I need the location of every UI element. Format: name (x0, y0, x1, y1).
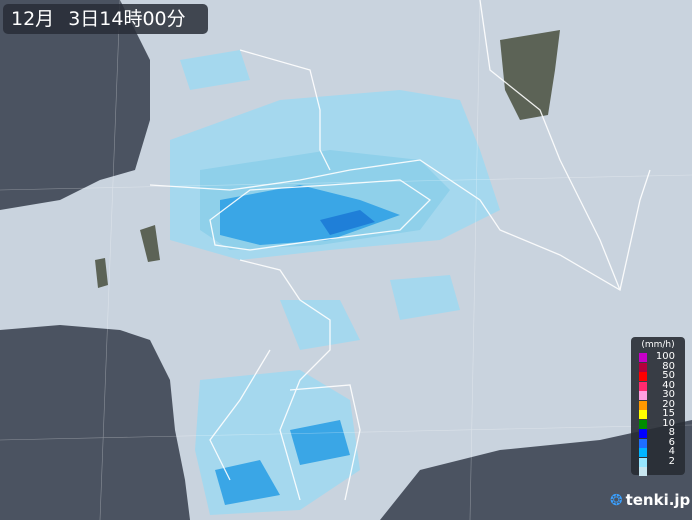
tenki-logo-icon: ❂ (610, 491, 623, 509)
legend-swatch (639, 391, 647, 400)
legend-label: 4 (668, 446, 675, 457)
no-data-land (500, 30, 560, 120)
month-label: 12月 (11, 8, 55, 30)
island (95, 258, 108, 288)
rain-area (170, 50, 500, 515)
legend-item: 30 (639, 389, 683, 401)
legend-swatch (639, 419, 647, 429)
legend-swatch (639, 381, 647, 391)
legend-item: 100 (639, 351, 683, 363)
legend-swatch (639, 457, 647, 467)
legend-label: 50 (662, 370, 675, 381)
legend-item: 50 (639, 370, 683, 382)
legend-label: 80 (662, 360, 675, 372)
legend-label: 15 (662, 408, 675, 419)
no-data-land-coast (140, 225, 160, 262)
legend-item: 8 (639, 427, 683, 439)
legend-item: 4 (639, 446, 683, 458)
legend-item: 10 (639, 417, 683, 430)
legend-item: 15 (639, 408, 683, 420)
legend-swatch (639, 438, 647, 448)
tenki-logo[interactable]: ❂ tenki.jp (610, 491, 691, 509)
legend-label: 6 (668, 436, 675, 448)
legend-swatch (639, 467, 647, 476)
legend-item: 80 (639, 360, 683, 373)
timestamp-label: 12月 3日14時00分 (3, 4, 208, 34)
legend-item: 2 (639, 455, 683, 468)
legend-label: 20 (662, 398, 675, 410)
legend-label: 40 (662, 379, 675, 391)
legend-swatch (639, 362, 647, 372)
legend-item: 20 (639, 398, 683, 411)
legend-label: 100 (655, 351, 675, 362)
legend-swatch (639, 372, 647, 381)
legend-swatch (639, 400, 647, 410)
legend-label: 10 (662, 417, 675, 429)
legend-unit: (mm/h) (641, 340, 675, 350)
legend-item: 40 (639, 379, 683, 392)
precipitation-legend: (mm/h) 100 80 50 40 30 20 15 10 8 6 4 2 (631, 337, 685, 477)
legend-item: 6 (639, 436, 683, 449)
legend-label: 2 (668, 455, 675, 467)
prefecture-borders (149, 0, 651, 501)
legend-item (639, 467, 683, 477)
legend-label: 30 (662, 389, 675, 400)
datetime-label: 3日14時00分 (68, 8, 186, 30)
legend-swatch (639, 353, 647, 362)
legend-label: 8 (668, 427, 675, 438)
legend-swatch (639, 410, 647, 419)
legend-swatch (639, 448, 647, 457)
legend-swatch (639, 429, 647, 438)
